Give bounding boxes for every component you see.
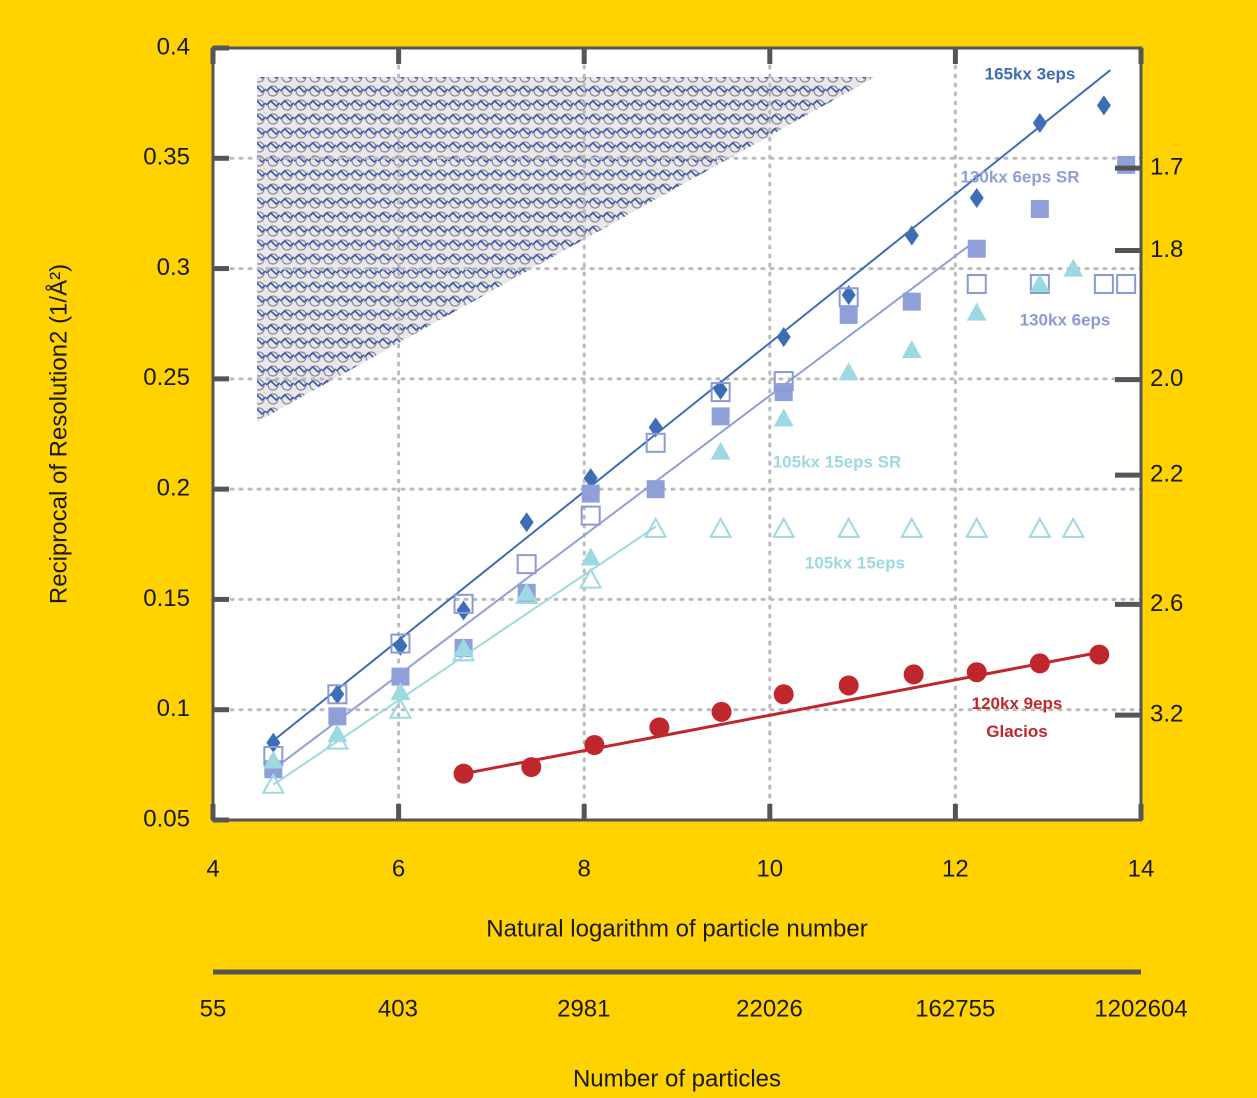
y-tick-label: 0.2	[157, 474, 190, 501]
x-tick-label: 8	[578, 855, 591, 882]
circle-point	[712, 702, 732, 722]
y-tick-label: 0.05	[143, 805, 190, 832]
series-label-text: 120kx 9eps Glacios	[957, 690, 1077, 746]
y2-tick-label: 3.2	[1150, 700, 1183, 727]
circle-point	[967, 662, 987, 682]
square-point	[1031, 200, 1049, 218]
y2-tick-label: 2.2	[1150, 461, 1183, 488]
x2-tick-label: 162755	[915, 995, 995, 1022]
circle-point	[521, 757, 541, 777]
circle-point	[839, 675, 859, 695]
square-point	[647, 480, 665, 498]
x2-tick-label: 55	[200, 995, 227, 1022]
square-point	[1117, 156, 1135, 174]
square-point	[840, 306, 858, 324]
x-tick-label: 10	[756, 855, 783, 882]
series-label: 165kx 3eps	[985, 64, 1076, 83]
y2-tick-label: 2.6	[1150, 590, 1183, 617]
x2-axis-label: Number of particles	[573, 1065, 781, 1092]
square-point	[903, 293, 921, 311]
y-tick-label: 0.15	[143, 585, 190, 612]
square-point	[968, 240, 986, 258]
circle-point	[1089, 645, 1109, 665]
y-tick-label: 0.3	[157, 254, 190, 281]
square-point	[712, 407, 730, 425]
x2-tick-label: 403	[378, 995, 418, 1022]
chart: Natural logarithm of particle number Num…	[0, 0, 1257, 1098]
y-axis-label: Reciprocal of Resolution2 (1/Å²)	[44, 264, 72, 604]
circle-point	[649, 717, 669, 737]
square-point	[775, 383, 793, 401]
y2-tick-label: 1.7	[1150, 153, 1183, 180]
y-tick-label: 0.4	[157, 33, 190, 60]
series-label: 130kx 6eps SR	[960, 167, 1079, 186]
y2-tick-label: 1.8	[1150, 236, 1183, 263]
x-tick-label: 12	[942, 855, 969, 882]
series-label: 105kx 15eps SR	[773, 452, 902, 471]
x2-tick-label: 2981	[557, 995, 610, 1022]
y-tick-label: 0.35	[143, 144, 190, 171]
x2-tick-label: 1202604	[1094, 995, 1187, 1022]
series-label: 130kx 6eps	[1020, 310, 1111, 329]
series-label: 105kx 15eps	[805, 553, 905, 572]
x-axis-label: Natural logarithm of particle number	[486, 915, 868, 942]
x2-tick-label: 22026	[736, 995, 803, 1022]
x-tick-label: 4	[206, 855, 219, 882]
y2-tick-label: 2.0	[1150, 365, 1183, 392]
square-point	[582, 485, 600, 503]
x-tick-label: 14	[1128, 855, 1155, 882]
y-tick-label: 0.1	[157, 695, 190, 722]
x-tick-label: 6	[392, 855, 405, 882]
y-tick-label: 0.25	[143, 364, 190, 391]
circle-point	[904, 664, 924, 684]
circle-point	[584, 735, 604, 755]
circle-point	[454, 764, 474, 784]
square-point	[328, 707, 346, 725]
series-label: 120kx 9eps Glacios	[957, 690, 1077, 750]
circle-point	[774, 684, 794, 704]
circle-point	[1030, 653, 1050, 673]
